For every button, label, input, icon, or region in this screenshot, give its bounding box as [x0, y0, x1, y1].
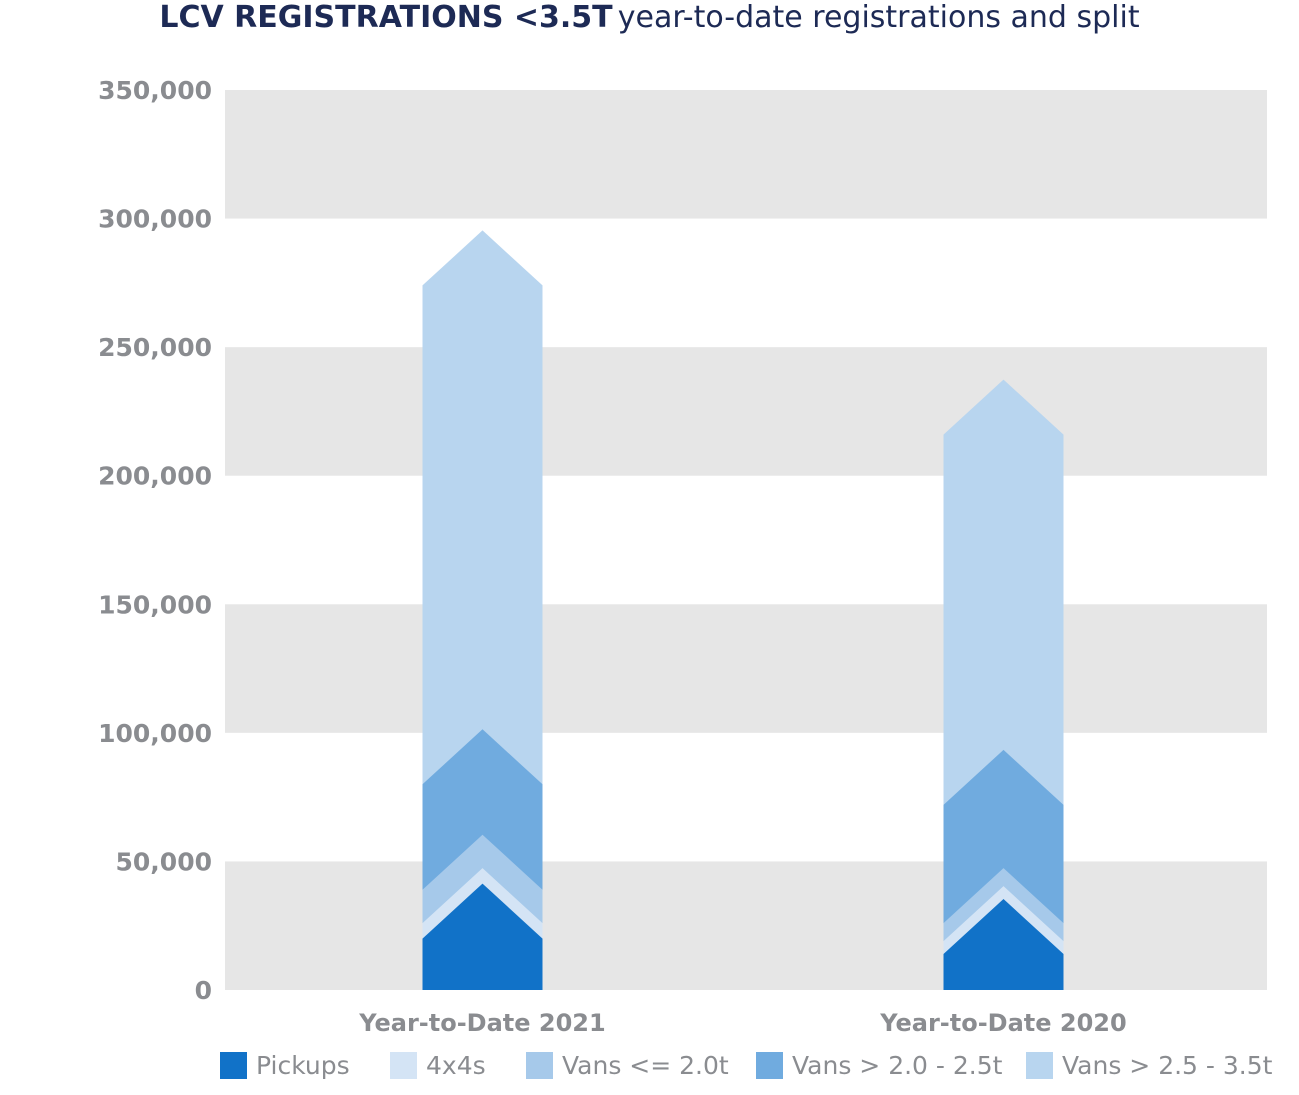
bar-segment	[943, 899, 1064, 990]
legend-item: Pickups	[220, 1051, 350, 1080]
background-bands	[225, 90, 1267, 990]
x-tick-label: Year-to-Date 2020	[879, 1009, 1126, 1037]
x-axis: Year-to-Date 2021 Year-to-Date 2020	[358, 1009, 1126, 1037]
legend-item: Vans <= 2.0t	[526, 1051, 729, 1080]
bar-stack	[943, 379, 1064, 991]
y-tick-label: 150,000	[98, 590, 212, 619]
legend-swatch	[756, 1052, 783, 1079]
y-tick-label: 100,000	[98, 719, 212, 748]
legend-label: 4x4s	[426, 1051, 486, 1080]
bars	[422, 230, 1064, 991]
bar-segment	[422, 883, 543, 990]
y-tick-label: 50,000	[116, 847, 212, 876]
legend-label: Vans > 2.0 - 2.5t	[792, 1051, 1003, 1080]
legend-swatch	[1026, 1052, 1053, 1079]
legend: Pickups 4x4s Vans <= 2.0t Vans > 2.0 - 2.5t…	[220, 1051, 1273, 1080]
chart-title-bold: LCV REGISTRATIONS <3.5T	[159, 0, 613, 35]
grid-band	[225, 347, 1267, 476]
legend-label: Vans <= 2.0t	[562, 1051, 729, 1080]
grid-band	[225, 604, 1267, 733]
legend-item: Vans > 2.5 - 3.5t	[1026, 1051, 1273, 1080]
legend-swatch	[390, 1052, 417, 1079]
bar-stack	[422, 230, 543, 990]
legend-label: Vans > 2.5 - 3.5t	[1062, 1051, 1273, 1080]
y-axis: 0 50,000 100,000 150,000 200,000 250,000 300,0…	[98, 76, 212, 1005]
y-tick-label: 350,000	[98, 76, 212, 105]
y-tick-label: 0	[195, 976, 212, 1005]
chart-title-rest: year-to-date registrations and split	[617, 0, 1140, 35]
grid-band	[225, 90, 1267, 219]
legend-swatch	[526, 1052, 553, 1079]
y-tick-label: 300,000	[98, 205, 212, 234]
y-tick-label: 200,000	[98, 462, 212, 491]
y-tick-label: 250,000	[98, 333, 212, 362]
grid-band	[225, 861, 1267, 990]
chart-title: LCV REGISTRATIONS <3.5T year-to-date reg…	[0, 0, 1299, 35]
legend-item: Vans > 2.0 - 2.5t	[756, 1051, 1003, 1080]
legend-swatch	[220, 1052, 247, 1079]
x-tick-label: Year-to-Date 2021	[358, 1009, 605, 1037]
legend-label: Pickups	[256, 1051, 350, 1080]
legend-item: 4x4s	[390, 1051, 486, 1080]
